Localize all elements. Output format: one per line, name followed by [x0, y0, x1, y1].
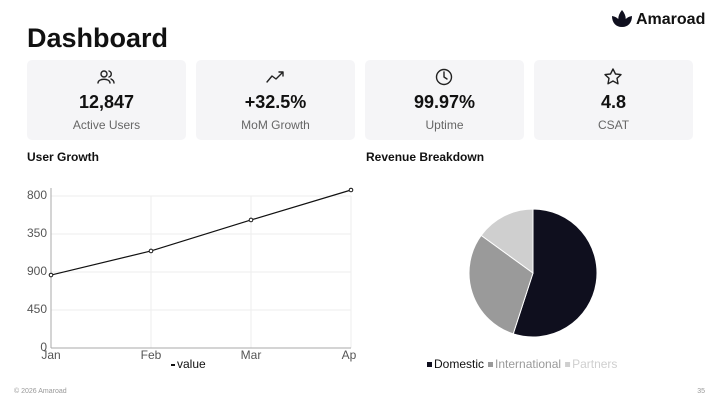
point: [248, 217, 254, 223]
section-title: User Growth: [27, 150, 99, 164]
users-icon: [97, 70, 115, 84]
kpi-value: 12,847: [79, 92, 134, 112]
y-tick-label: 0: [40, 340, 47, 354]
x-tick-label: Feb: [141, 348, 162, 362]
legend-swatch: [488, 362, 494, 367]
y-tick-label: 1,800: [17, 188, 47, 202]
footer-copyright: © 2026 Amaroad: [14, 387, 67, 395]
legend-label: value: [177, 357, 206, 371]
point: [148, 248, 154, 254]
trend-icon: [266, 71, 284, 83]
y-tick-label: 450: [27, 302, 47, 316]
kpi-label: MoM Growth: [241, 118, 310, 132]
x-tick-label: Mar: [241, 348, 262, 362]
point: [48, 272, 54, 278]
pie-slice: [480, 208, 534, 274]
x-tick-label: Jan: [41, 348, 60, 362]
kpi-icons: [97, 68, 622, 86]
kpi-value: 4.8: [601, 92, 626, 112]
page-number: 35: [697, 388, 705, 395]
kpi-card: [365, 60, 524, 140]
kpi-value: 99.97%: [414, 92, 475, 112]
pie-slice: [468, 234, 534, 335]
section-title: Revenue Breakdown: [366, 150, 484, 164]
kpi-card: [196, 60, 355, 140]
legend-swatch: [427, 362, 432, 367]
logo-text: Amaroad: [636, 11, 705, 28]
kpi-card: [534, 60, 693, 140]
x-tick-label: Apr: [342, 348, 361, 362]
legend-label: Domestic: [434, 357, 484, 371]
kpi-label: Active Users: [73, 118, 140, 132]
legend-label: Partners: [572, 357, 617, 371]
point: [348, 187, 354, 193]
legend-label: International: [495, 357, 561, 371]
clock-icon: [435, 68, 453, 86]
y-tick-label: 900: [27, 264, 47, 278]
line-series: [50, 189, 352, 276]
kpi-label: Uptime: [425, 118, 463, 132]
kpi-label: CSAT: [598, 118, 630, 132]
kpi-card: [27, 60, 186, 140]
logo-icon: [612, 10, 632, 27]
page-title: Dashboard: [27, 23, 168, 53]
legend-swatch: [565, 362, 571, 367]
y-tick-label: 1,350: [17, 226, 47, 240]
kpi-value: +32.5%: [245, 92, 307, 112]
pie-slice: [512, 208, 598, 338]
star-icon: [604, 68, 622, 85]
